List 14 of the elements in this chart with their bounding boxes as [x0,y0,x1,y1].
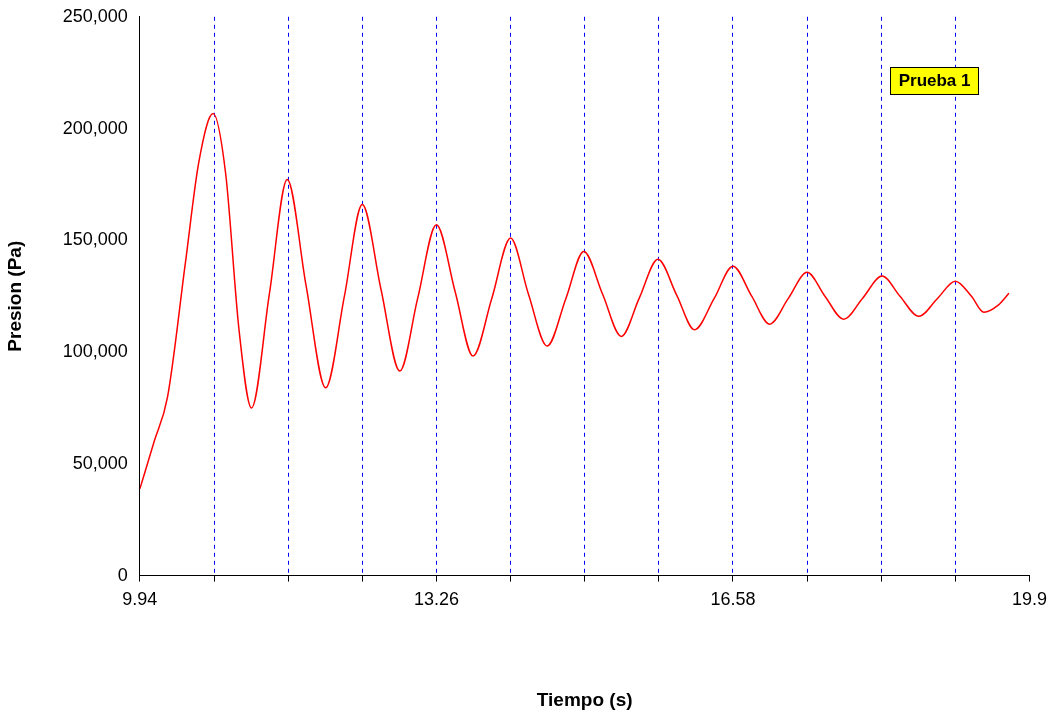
x-tick-label: 19.9 [1011,589,1048,610]
y-tick-label: 250,000 [62,5,128,26]
line-series [139,112,1010,490]
y-tick-label: 200,000 [62,117,128,138]
x-tick-label: 13.26 [413,589,459,610]
y-tick-label: 50,000 [72,452,128,473]
x-tick-label: 9.94 [122,589,158,610]
y-axis-title: Presion (Pa) [3,240,25,352]
y-tick-label: 150,000 [62,229,128,250]
y-tick-label: 0 [117,564,128,585]
x-tick-label: 16.58 [710,589,756,610]
annotation: Prueba 1 [889,66,980,95]
y-tick-label: 100,000 [62,341,128,362]
x-axis-title: Tiempo (s) [536,688,633,710]
